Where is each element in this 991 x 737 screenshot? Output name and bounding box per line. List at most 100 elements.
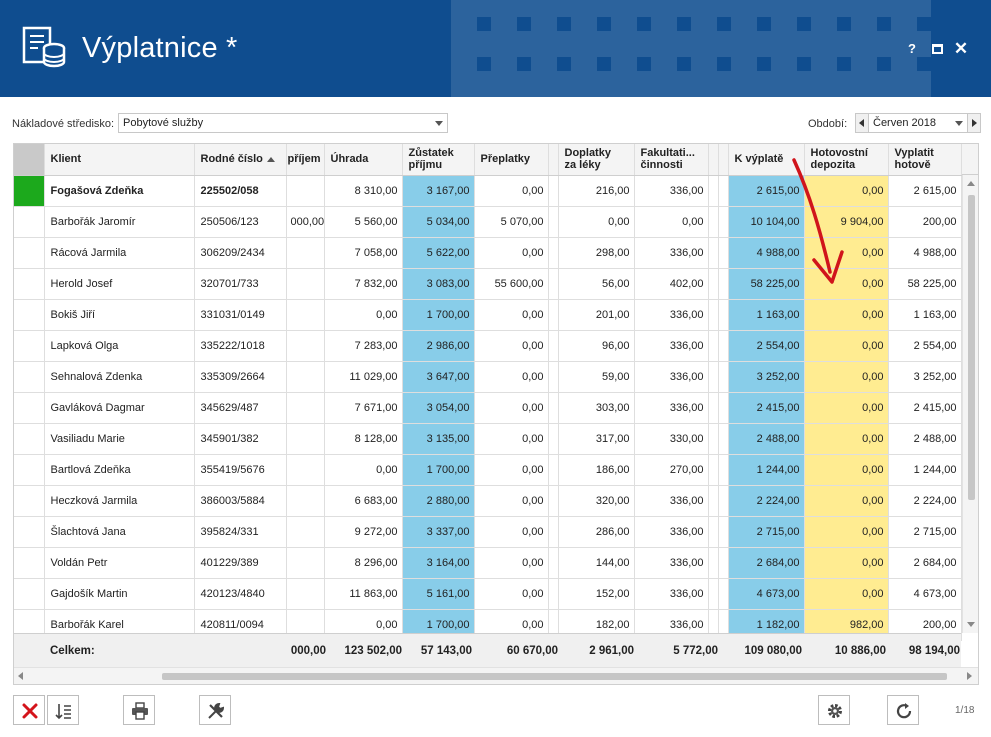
cell-birth-number[interactable]: 401229/389 — [194, 547, 287, 579]
cell-drug-copayments[interactable]: 144,00 — [558, 547, 635, 579]
table-row[interactable]: Gavláková Dagmar 345629/487 7 671,00 3 054,… — [14, 392, 962, 424]
cell-to-pay[interactable]: 4 673,00 — [728, 578, 805, 610]
cell-overpayments[interactable]: 0,00 — [474, 516, 549, 548]
cell-overpayments[interactable]: 5 070,00 — [474, 206, 549, 238]
cell-birth-number[interactable]: 306209/2434 — [194, 237, 287, 269]
row-indicator[interactable] — [14, 516, 45, 548]
cell-overpayments[interactable]: 0,00 — [474, 175, 549, 207]
cell-payment[interactable]: 8 310,00 — [324, 175, 403, 207]
col-header-drug-copayments[interactable]: Doplatky za léky — [558, 144, 635, 176]
cell-drug-copayments[interactable]: 320,00 — [558, 485, 635, 517]
cell-cash-deposits[interactable]: 0,00 — [804, 237, 889, 269]
cell-hidden[interactable] — [718, 299, 729, 331]
cell-payment[interactable]: 7 671,00 — [324, 392, 403, 424]
row-indicator[interactable] — [14, 547, 45, 579]
cell-drug-copayments[interactable]: 317,00 — [558, 423, 635, 455]
cell-drug-copayments[interactable]: 303,00 — [558, 392, 635, 424]
cell-to-pay[interactable]: 2 554,00 — [728, 330, 805, 362]
col-header-client[interactable]: Klient — [44, 144, 195, 176]
cell-overpayments[interactable]: 0,00 — [474, 361, 549, 393]
cell-client[interactable]: Herold Josef — [44, 268, 195, 300]
table-row[interactable]: Herold Josef 320701/733 7 832,00 3 083,00 55… — [14, 268, 962, 300]
cell-payment[interactable]: 7 283,00 — [324, 330, 403, 362]
cell-pay-cash[interactable]: 3 252,00 — [888, 361, 962, 393]
table-row[interactable]: Šlachtová Jana 395824/331 9 272,00 3 337,00… — [14, 516, 962, 548]
cell-payment[interactable]: 0,00 — [324, 454, 403, 486]
cell-payment[interactable]: 8 128,00 — [324, 423, 403, 455]
cell-hidden[interactable] — [708, 268, 719, 300]
cell-hidden[interactable] — [708, 423, 719, 455]
cell-hidden[interactable] — [718, 175, 729, 207]
cell-hidden[interactable] — [718, 547, 729, 579]
row-indicator[interactable] — [14, 392, 45, 424]
cell-birth-number[interactable]: 355419/5676 — [194, 454, 287, 486]
print-button[interactable] — [123, 695, 155, 725]
cell-pay-cash[interactable]: 2 224,00 — [888, 485, 962, 517]
cell-cash-deposits[interactable]: 0,00 — [804, 392, 889, 424]
cell-payment[interactable]: 7 058,00 — [324, 237, 403, 269]
cell-birth-number[interactable]: 395824/331 — [194, 516, 287, 548]
cell-client[interactable]: Rácová Jarmila — [44, 237, 195, 269]
cell-hidden[interactable] — [548, 268, 559, 300]
cell-cash-deposits[interactable]: 0,00 — [804, 578, 889, 610]
table-row[interactable]: Rácová Jarmila 306209/2434 7 058,00 5 622,0… — [14, 237, 962, 269]
cell-cash-deposits[interactable]: 0,00 — [804, 361, 889, 393]
cell-payment[interactable]: 8 296,00 — [324, 547, 403, 579]
cell-client[interactable]: Bartlová Zdeňka — [44, 454, 195, 486]
cell-optional-activities[interactable]: 336,00 — [634, 175, 709, 207]
col-header-optional-activities[interactable]: Fakultati... činnosti — [634, 144, 709, 176]
cell-birth-number[interactable]: 420123/4840 — [194, 578, 287, 610]
row-indicator[interactable] — [14, 175, 45, 207]
cell-payment[interactable]: 7 832,00 — [324, 268, 403, 300]
cell-to-pay[interactable]: 2 224,00 — [728, 485, 805, 517]
cell-remaining-income[interactable]: 3 167,00 — [402, 175, 475, 207]
cell-remaining-income[interactable]: 1 700,00 — [402, 299, 475, 331]
cell-cash-deposits[interactable]: 9 904,00 — [804, 206, 889, 238]
cell-remaining-income[interactable]: 5 161,00 — [402, 578, 475, 610]
cell-overpayments[interactable]: 0,00 — [474, 578, 549, 610]
cell-hidden[interactable] — [548, 330, 559, 362]
cell-income[interactable] — [286, 392, 325, 424]
cell-remaining-income[interactable]: 3 647,00 — [402, 361, 475, 393]
row-indicator[interactable] — [14, 578, 45, 610]
cell-hidden[interactable] — [548, 485, 559, 517]
chevron-down-icon[interactable] — [955, 121, 963, 126]
cell-overpayments[interactable]: 55 600,00 — [474, 268, 549, 300]
cell-cash-deposits[interactable]: 0,00 — [804, 268, 889, 300]
cell-hidden[interactable] — [708, 392, 719, 424]
row-indicator[interactable] — [14, 361, 45, 393]
cell-hidden[interactable] — [708, 206, 719, 238]
cell-birth-number[interactable]: 386003/5884 — [194, 485, 287, 517]
cell-hidden[interactable] — [708, 330, 719, 362]
cell-optional-activities[interactable]: 336,00 — [634, 361, 709, 393]
table-row[interactable]: Barbořák Jaromír 250506/123 000,00 5 560,00… — [14, 206, 962, 238]
cell-optional-activities[interactable]: 336,00 — [634, 485, 709, 517]
cell-hidden[interactable] — [548, 175, 559, 207]
cell-client[interactable]: Sehnalová Zdenka — [44, 361, 195, 393]
cell-to-pay[interactable]: 2 415,00 — [728, 392, 805, 424]
cell-hidden[interactable] — [708, 237, 719, 269]
cell-to-pay[interactable]: 2 684,00 — [728, 547, 805, 579]
cell-client[interactable]: Šlachtová Jana — [44, 516, 195, 548]
cell-to-pay[interactable]: 4 988,00 — [728, 237, 805, 269]
cell-drug-copayments[interactable]: 216,00 — [558, 175, 635, 207]
cell-hidden[interactable] — [708, 175, 719, 207]
row-indicator[interactable] — [14, 237, 45, 269]
row-indicator[interactable] — [14, 485, 45, 517]
cell-remaining-income[interactable]: 2 986,00 — [402, 330, 475, 362]
table-row[interactable]: Fogašová Zdeňka 225502/058 8 310,00 3 167,0… — [14, 175, 962, 207]
cell-pay-cash[interactable]: 2 554,00 — [888, 330, 962, 362]
table-row[interactable]: Heczková Jarmila 386003/5884 6 683,00 2 880… — [14, 485, 962, 517]
cell-to-pay[interactable]: 10 104,00 — [728, 206, 805, 238]
cell-cash-deposits[interactable]: 0,00 — [804, 516, 889, 548]
cell-drug-copayments[interactable]: 201,00 — [558, 299, 635, 331]
cell-birth-number[interactable]: 320701/733 — [194, 268, 287, 300]
cell-remaining-income[interactable]: 3 164,00 — [402, 547, 475, 579]
cell-pay-cash[interactable]: 2 615,00 — [888, 175, 962, 207]
cell-hidden[interactable] — [548, 516, 559, 548]
cell-hidden[interactable] — [718, 330, 729, 362]
cell-remaining-income[interactable]: 3 083,00 — [402, 268, 475, 300]
cell-cash-deposits[interactable]: 0,00 — [804, 485, 889, 517]
cell-hidden[interactable] — [718, 485, 729, 517]
col-header-overpayments[interactable]: Přeplatky — [474, 144, 549, 176]
